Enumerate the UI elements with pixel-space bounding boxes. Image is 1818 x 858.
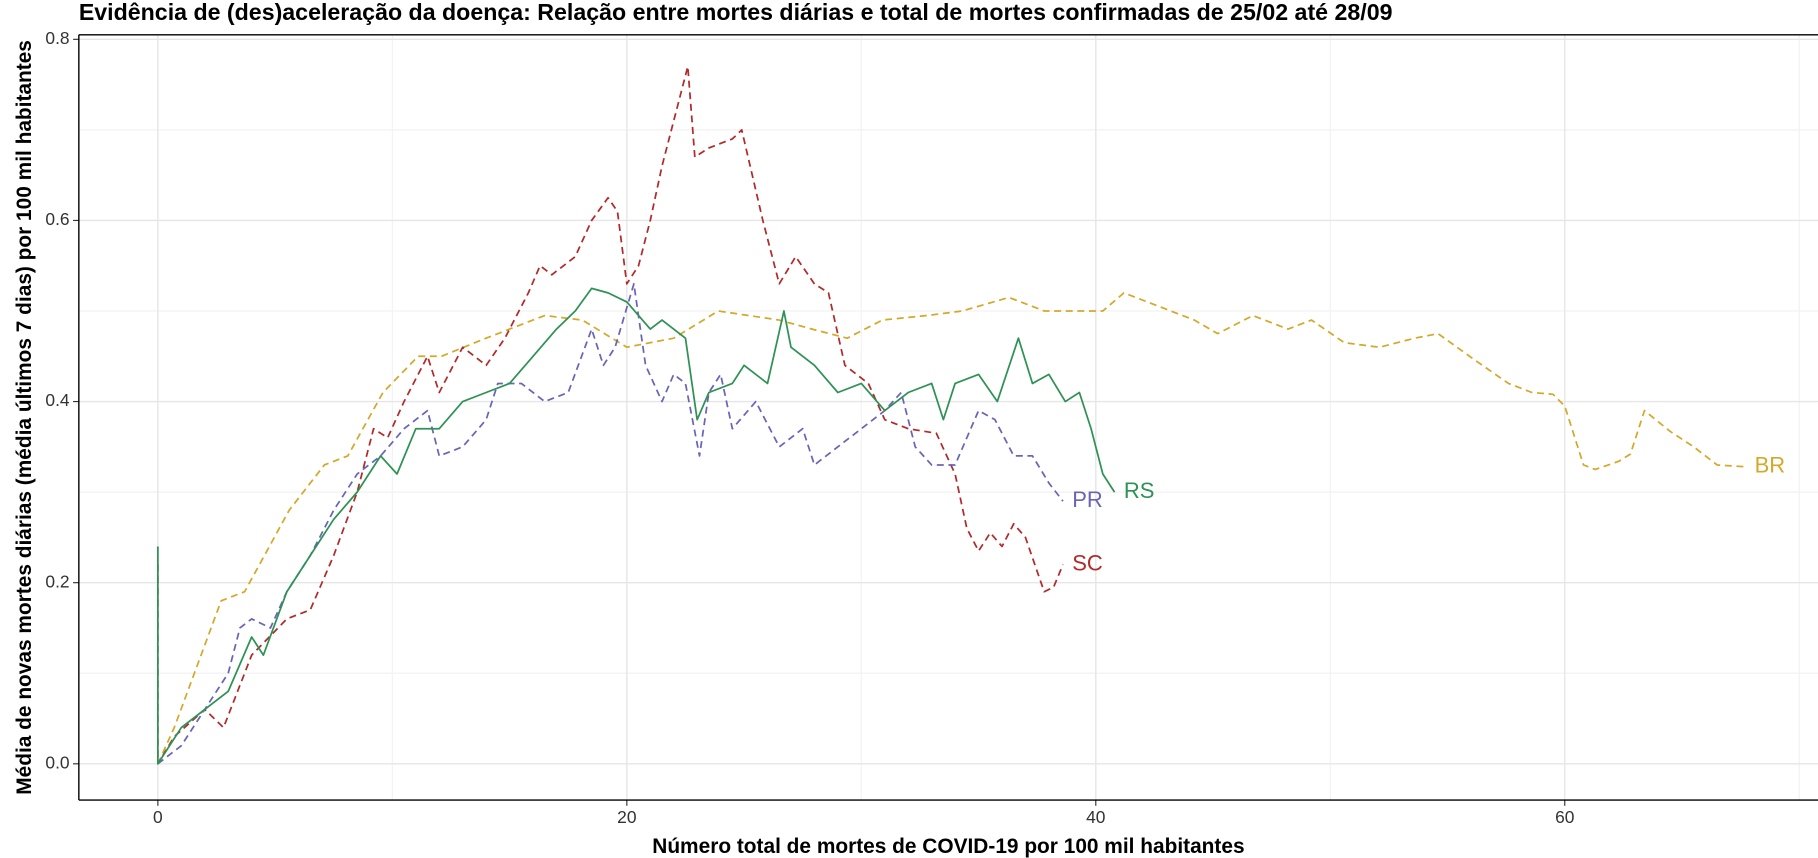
y-tick-label: 0.6 [45,209,69,229]
y-tick-label: 0.4 [45,390,69,410]
series-label: SC [1072,550,1103,575]
series-line [157,282,1064,765]
y-tick-label: 0.8 [45,28,69,48]
y-axis-label: Média de novas mortes diárias (média últ… [13,40,36,795]
series-line [156,65,1064,765]
y-tick-label: 0.2 [45,571,69,591]
series-line [157,292,1746,765]
x-tick-label: 20 [617,807,636,827]
x-tick-label: 40 [1086,807,1105,827]
series-line [156,287,1116,765]
y-tick-label: 0.0 [45,752,69,772]
x-axis-label: Número total de mortes de COVID-19 por 1… [652,835,1244,858]
chart-title: Evidência de (des)aceleração da doença: … [79,0,1393,25]
series-label: RS [1124,478,1155,503]
x-tick-label: 60 [1555,807,1574,827]
series-label: BR [1755,453,1786,478]
x-tick-label: 0 [153,807,163,827]
series-label: PR [1072,487,1103,512]
